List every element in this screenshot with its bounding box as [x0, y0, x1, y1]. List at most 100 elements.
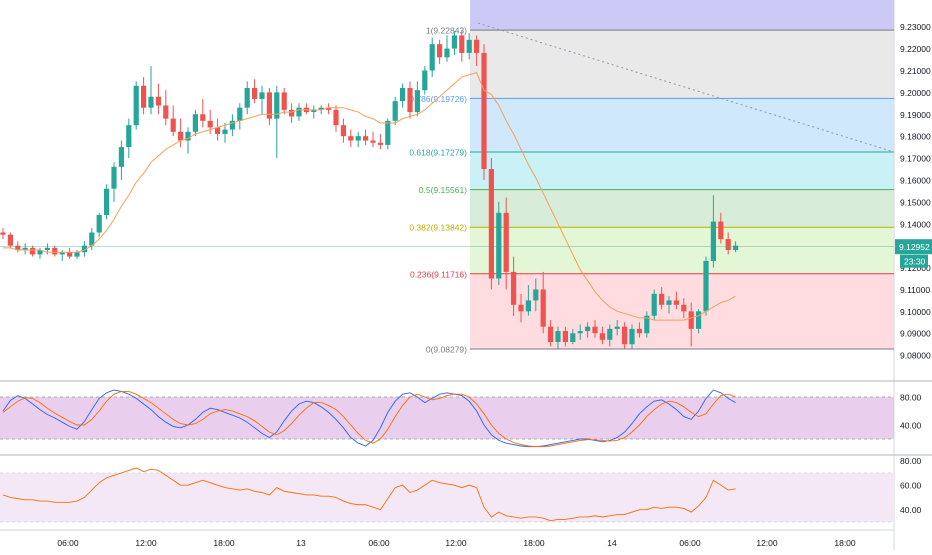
stochastic-d-line[interactable] — [2, 390, 736, 448]
candle[interactable] — [22, 243, 28, 255]
candle[interactable] — [237, 103, 243, 130]
candle[interactable] — [200, 98, 206, 128]
candle[interactable] — [599, 326, 605, 345]
candle[interactable] — [548, 320, 554, 347]
candle[interactable] — [681, 298, 687, 318]
candle[interactable] — [659, 287, 665, 310]
candle[interactable] — [244, 81, 250, 115]
candle[interactable] — [540, 271, 546, 334]
candle[interactable] — [629, 324, 635, 349]
candle[interactable] — [178, 118, 184, 148]
fibonacci-retracement[interactable]: 1(9.22843) 0.786(9.19726) 0.618(9.17279) 0.… — [409, 0, 894, 355]
candle[interactable] — [570, 328, 576, 345]
candle[interactable] — [222, 123, 228, 143]
candle[interactable] — [155, 83, 161, 115]
candle[interactable] — [466, 33, 472, 60]
candle[interactable] — [355, 131, 361, 148]
candle[interactable] — [67, 247, 73, 259]
candle[interactable] — [133, 81, 139, 130]
candle[interactable] — [392, 96, 398, 126]
candle[interactable] — [533, 278, 539, 312]
candle[interactable] — [185, 127, 191, 154]
candle[interactable] — [400, 83, 406, 108]
candle[interactable] — [429, 37, 435, 78]
candle[interactable] — [229, 114, 235, 137]
candle[interactable] — [607, 324, 613, 347]
candle[interactable] — [622, 322, 628, 349]
candle[interactable] — [215, 118, 221, 141]
candle[interactable] — [673, 291, 679, 310]
candle[interactable] — [459, 31, 465, 62]
candle[interactable] — [414, 81, 420, 117]
candle[interactable] — [296, 103, 302, 121]
rsi-line[interactable] — [2, 467, 736, 522]
candle[interactable] — [126, 118, 132, 159]
candle[interactable] — [118, 140, 124, 180]
candle[interactable] — [74, 250, 80, 259]
candle[interactable] — [614, 320, 620, 336]
candle[interactable] — [666, 296, 672, 314]
candle[interactable] — [592, 320, 598, 338]
candle[interactable] — [644, 311, 650, 338]
candle[interactable] — [311, 105, 317, 119]
candle[interactable] — [636, 322, 642, 338]
candle[interactable] — [340, 118, 346, 143]
candle[interactable] — [696, 309, 702, 334]
candle[interactable] — [370, 131, 376, 148]
candle[interactable] — [407, 81, 413, 119]
candle[interactable] — [577, 324, 583, 340]
candle[interactable] — [111, 162, 117, 202]
candle[interactable] — [363, 129, 369, 145]
candle[interactable] — [81, 241, 87, 257]
candle[interactable] — [725, 232, 731, 255]
candle[interactable] — [192, 109, 198, 137]
candle[interactable] — [385, 118, 391, 150]
candle[interactable] — [104, 184, 110, 220]
candle[interactable] — [718, 212, 724, 244]
rsi-pane[interactable] — [0, 467, 894, 523]
candle[interactable] — [444, 35, 450, 62]
candle[interactable] — [348, 129, 354, 148]
candle[interactable] — [503, 197, 509, 290]
price-pane[interactable] — [0, 31, 894, 349]
candle[interactable] — [496, 201, 502, 286]
candle[interactable] — [52, 245, 58, 257]
candle[interactable] — [555, 326, 561, 349]
candle[interactable] — [30, 245, 36, 257]
candle[interactable] — [170, 105, 176, 137]
stochastic-k-line[interactable] — [2, 389, 736, 448]
candle[interactable] — [562, 326, 568, 347]
candle[interactable] — [474, 35, 480, 67]
candle[interactable] — [703, 256, 709, 316]
candle[interactable] — [259, 85, 265, 115]
candle[interactable] — [0, 228, 6, 240]
candle[interactable] — [451, 31, 457, 56]
candle[interactable] — [688, 302, 694, 347]
candle[interactable] — [585, 322, 591, 338]
candle[interactable] — [377, 133, 383, 150]
candle[interactable] — [163, 90, 169, 126]
candle[interactable] — [525, 285, 531, 316]
candle[interactable] — [488, 158, 494, 290]
candle[interactable] — [518, 293, 524, 323]
candle[interactable] — [481, 44, 487, 180]
candle[interactable] — [274, 85, 280, 159]
moving-average-line[interactable] — [3, 72, 736, 321]
candle[interactable] — [651, 289, 657, 321]
candle[interactable] — [289, 103, 295, 124]
candle[interactable] — [7, 232, 13, 248]
candle[interactable] — [96, 212, 102, 237]
candle[interactable] — [89, 228, 95, 251]
candle[interactable] — [710, 195, 716, 268]
candle[interactable] — [141, 77, 147, 115]
candle[interactable] — [437, 39, 443, 64]
candle[interactable] — [252, 79, 258, 104]
candle[interactable] — [422, 66, 428, 95]
candle[interactable] — [333, 105, 339, 132]
candle[interactable] — [326, 103, 332, 115]
candle[interactable] — [148, 66, 154, 115]
candle[interactable] — [511, 256, 517, 316]
stochastic-pane[interactable] — [0, 389, 894, 448]
